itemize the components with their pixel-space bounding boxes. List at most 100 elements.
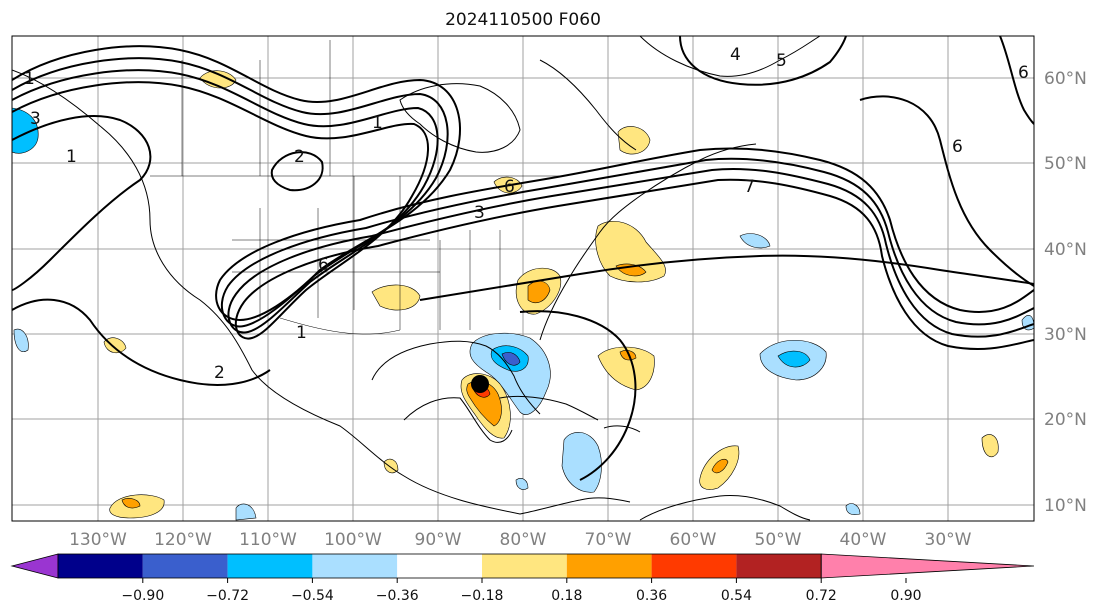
contour-label: 5 — [776, 51, 787, 71]
colorbar — [10, 553, 1035, 579]
negative-anomaly-pacific-se — [235, 503, 257, 521]
positive-anomaly-north-pacific — [199, 70, 237, 89]
contour-label: 6 — [952, 137, 963, 157]
cuba — [499, 395, 599, 421]
latitude-tick-label: 60°N — [1044, 69, 1087, 89]
latitude-tick-label: 10°N — [1044, 496, 1087, 516]
longitude-labels: 130°W 120°W 110°W 100°W 90°W 80°W 70°W 60°W 50°W… — [69, 530, 972, 550]
gulf-coast — [371, 340, 541, 415]
east-coast — [539, 143, 757, 341]
colorbar-frame — [57, 553, 822, 579]
colorbar-tick-label: −0.72 — [206, 588, 249, 604]
contour-label: 2 — [214, 363, 225, 383]
longitude-tick-label: 80°W — [500, 530, 547, 550]
longitude-tick-label: 120°W — [154, 530, 212, 550]
colorbar-segment — [312, 554, 398, 578]
contour-label: 1 — [372, 113, 383, 133]
colorbar-segment — [58, 554, 143, 578]
latitude-tick-label: 20°N — [1044, 410, 1087, 430]
colorbar-extend-min — [10, 553, 59, 579]
contour-ridge-2 — [12, 57, 1034, 328]
contour-far-east — [999, 36, 1034, 125]
positive-anomaly-atlantic-south-core — [711, 458, 729, 474]
contour-label: 1 — [24, 69, 35, 89]
longitude-tick-label: 40°W — [840, 530, 887, 550]
colorbar-extend-max — [820, 553, 1035, 579]
negative-anomaly-central-atlantic-core — [777, 350, 811, 368]
colorbar-tick-label: −0.36 — [376, 588, 419, 604]
north-america-coast — [12, 69, 631, 515]
contour-low-west — [12, 115, 152, 291]
colorbar-tick-label: 0.54 — [721, 588, 752, 604]
colorbar-segment — [736, 554, 822, 578]
positive-anomaly-texas — [371, 284, 421, 311]
state-borders — [150, 40, 560, 335]
negative-anomaly-caribbean — [561, 432, 602, 493]
positive-anomaly-atlantic-east — [595, 220, 666, 283]
colorbar-segment — [482, 554, 567, 578]
colorbar-tick-label: −0.18 — [461, 588, 504, 604]
contour-label: 3 — [474, 203, 485, 223]
latitude-tick-label: 40°N — [1044, 240, 1087, 260]
contour-label: 6 — [504, 177, 515, 197]
positive-anomaly-labrador — [617, 126, 651, 155]
colorbar-tick-label: 0.36 — [636, 588, 667, 604]
latitude-tick-label: 30°N — [1044, 325, 1087, 345]
colorbar-tick-label: 0.72 — [806, 588, 837, 604]
longitude-tick-label: 60°W — [670, 530, 717, 550]
colorbar-labels: −0.90 −0.72 −0.54 −0.36 −0.18 0.18 0.36 0.54 0.7… — [121, 578, 922, 604]
longitude-tick-label: 130°W — [69, 530, 127, 550]
labrador-coast — [539, 59, 637, 151]
contour-label: 1 — [66, 147, 77, 167]
anomaly-shading — [12, 70, 1034, 521]
colorbar-segment — [566, 554, 652, 578]
contour-label: 3 — [30, 109, 41, 129]
longitude-tick-label: 50°W — [755, 530, 802, 550]
contour-subtrop — [12, 298, 271, 386]
contour-low-2 — [270, 151, 324, 192]
contour-ridge-1 — [12, 45, 1034, 322]
map-title: 2024110500 F060 — [445, 10, 601, 30]
contour-label: 7 — [744, 177, 755, 197]
hudson-bay — [399, 83, 521, 153]
latitude-labels: 60°N 50°N 40°N 30°N 20°N 10°N — [1044, 69, 1087, 516]
colorbar-segment — [227, 554, 313, 578]
contour-label: 6 — [318, 255, 329, 275]
longitude-tick-label: 100°W — [324, 530, 382, 550]
colorbar-tick-label: 0.18 — [551, 588, 582, 604]
colorbar-segment — [651, 554, 737, 578]
greenland-coast — [639, 36, 821, 77]
contour-label: 1 — [296, 323, 307, 343]
negative-anomaly-florida — [469, 332, 551, 415]
negative-anomaly-atlantic-small — [739, 233, 771, 249]
contour-greenland — [679, 36, 847, 86]
longitude-tick-label: 70°W — [585, 530, 632, 550]
contour-east — [859, 95, 1034, 287]
colorbar-segment — [142, 554, 228, 578]
negative-anomaly-florida-inner — [501, 352, 521, 366]
longitude-tick-label: 90°W — [415, 530, 462, 550]
contour-caribbean — [519, 310, 637, 481]
south-america-coast — [639, 495, 811, 521]
positive-anomaly-atlantic-far — [981, 434, 999, 458]
longitude-tick-label: 110°W — [239, 530, 297, 550]
negative-anomaly-west-coast — [12, 107, 39, 154]
contour-label: 2 — [294, 147, 305, 167]
negative-anomaly-sa — [845, 503, 861, 516]
contour-south — [419, 254, 1034, 301]
storm-center-marker — [471, 375, 489, 393]
latitude-tick-label: 50°N — [1044, 154, 1087, 174]
yucatan-coast — [403, 397, 513, 443]
contour-ridge-3 — [12, 69, 1034, 338]
colorbar-segment — [397, 554, 482, 578]
colorbar-tick-label: −0.54 — [291, 588, 334, 604]
contour-label: 6 — [1018, 63, 1029, 83]
positive-anomaly-subtropic — [597, 346, 655, 391]
contour-label: 4 — [730, 45, 741, 65]
colorbar-tick-label: 0.90 — [890, 588, 921, 604]
plot-frame — [11, 35, 1035, 522]
contour-label-group: 1 1 1 1 2 2 3 3 4 5 6 6 6 6 7 — [24, 45, 1029, 383]
height-contours — [12, 36, 1034, 481]
hispaniola — [603, 425, 641, 433]
